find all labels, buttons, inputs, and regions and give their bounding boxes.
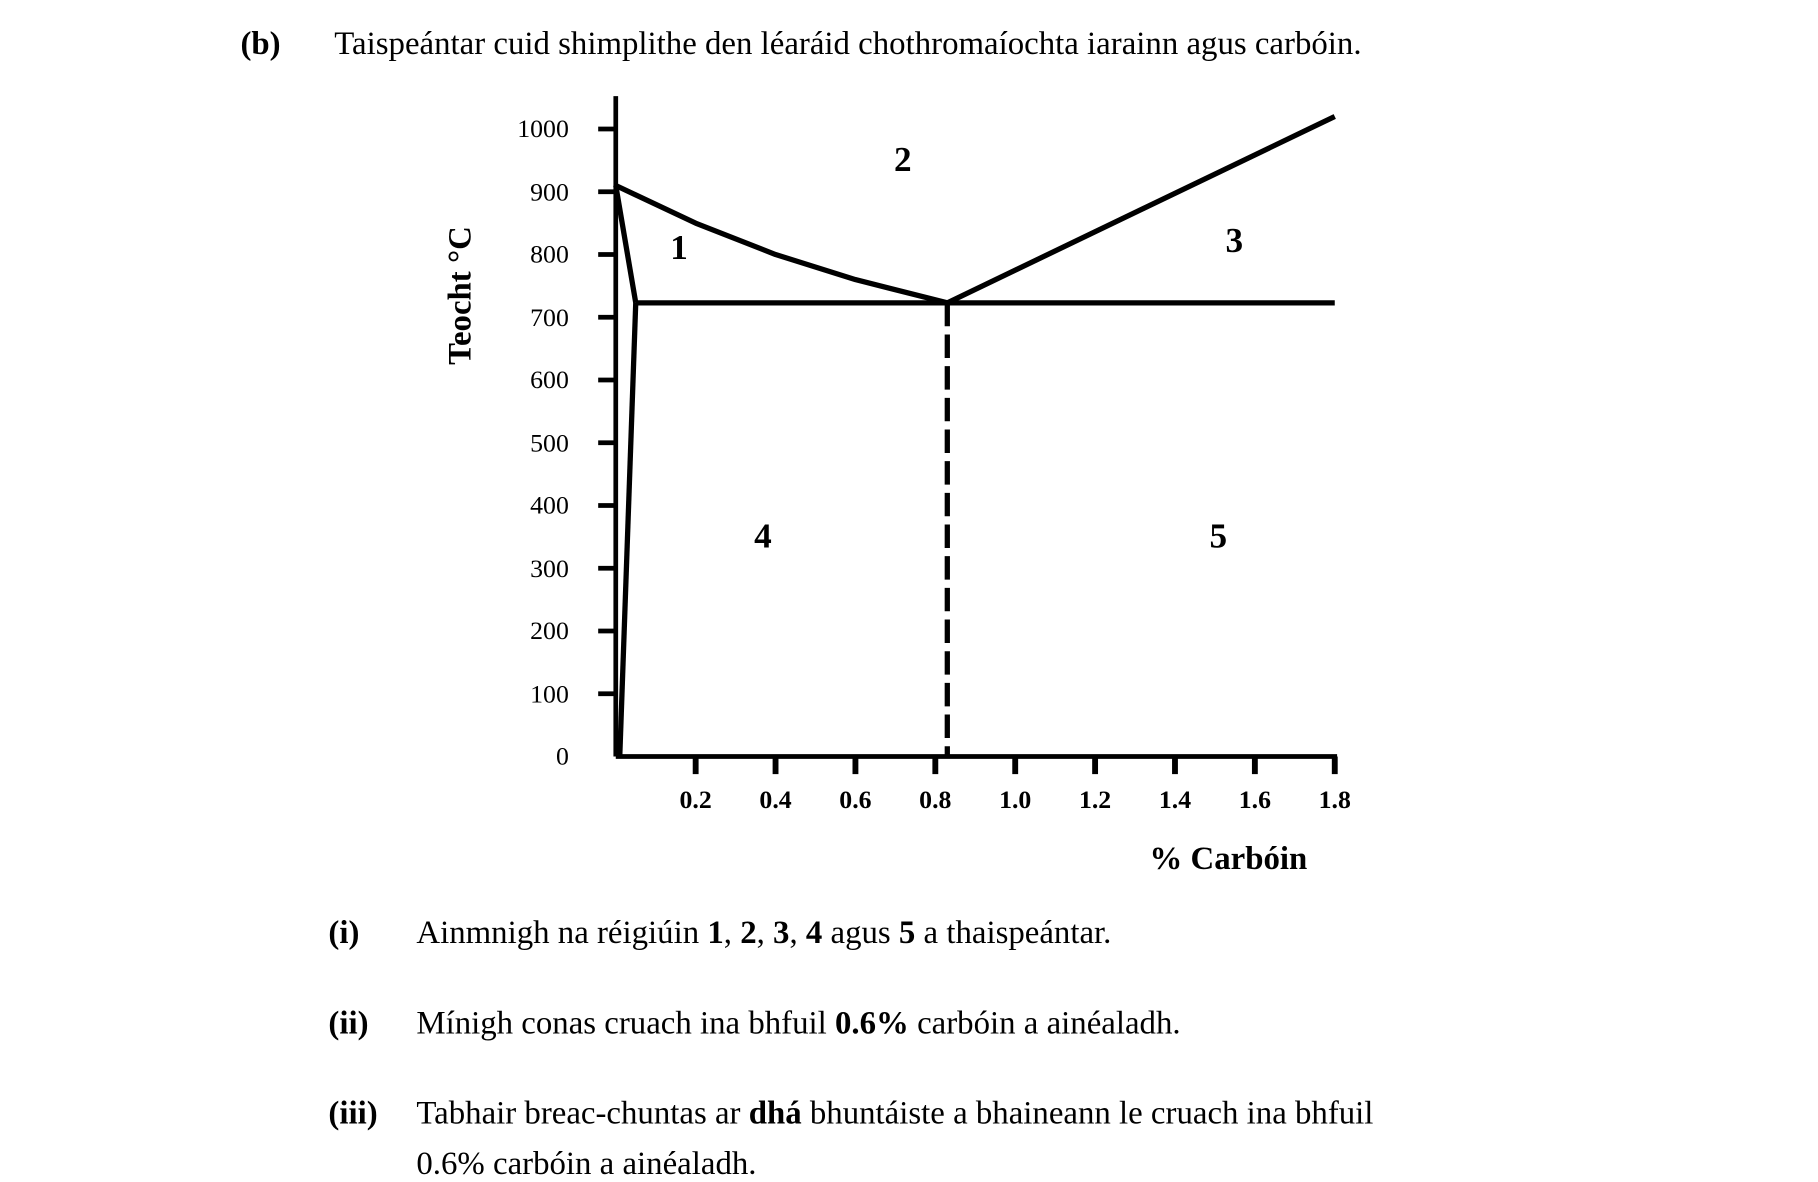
text-segment: , [723, 914, 741, 952]
text-segment: , [756, 914, 774, 952]
region-label-1: 1 [670, 228, 688, 267]
phase-boundary-line [613, 185, 639, 304]
question-label: (b) [240, 25, 281, 63]
part-text: Mínigh conas cruach ina bhfuil 0.6% carb… [416, 1005, 1181, 1042]
region-label-3: 3 [1225, 222, 1244, 261]
text-segment: 2 [740, 914, 757, 952]
y-tick-label: 600 [530, 364, 569, 395]
x-tick-label: 0.2 [679, 784, 712, 814]
phase-boundary-line [946, 114, 1336, 306]
region-label-2: 2 [893, 140, 912, 180]
text-segment: agus [822, 914, 899, 952]
text-segment: Mínigh conas cruach ina bhfuil [416, 1005, 835, 1042]
text-segment: , [789, 914, 806, 952]
part-text-line2: 0.6% carbóin a ainéaladh. [416, 1145, 757, 1182]
region-label-4: 4 [754, 516, 772, 556]
y-tick-label: 700 [530, 302, 569, 332]
x-tick-label: 1.6 [1238, 784, 1271, 814]
y-tick-label: 400 [530, 490, 569, 520]
y-tick-label: 200 [530, 615, 569, 646]
x-tick-label: 0.4 [759, 784, 792, 814]
x-tick-label: 1.2 [1078, 784, 1112, 814]
text-segment: 5 [898, 914, 916, 952]
x-tick-label: 0.8 [919, 784, 952, 814]
question-text: Taispeántar cuid shimplithe den léaráid … [334, 25, 1362, 63]
y-tick-label: 300 [530, 553, 569, 583]
y-tick-label: 800 [530, 239, 569, 269]
text-segment: Tabhair breac-chuntas ar [416, 1095, 749, 1132]
y-tick-label: 500 [530, 427, 569, 457]
text-segment: a thaispeántar. [915, 914, 1112, 952]
x-axis-label: % Carbóin [1149, 840, 1308, 878]
text-segment: bhuntáiste a bhaineann le cruach ina bhf… [801, 1095, 1374, 1132]
text-segment: carbóin a ainéaladh. [908, 1005, 1181, 1042]
phase-boundary-line [617, 302, 639, 757]
x-tick-label: 1.8 [1318, 784, 1351, 814]
part-label: (i) [328, 914, 360, 952]
part-text: Tabhair breac-chuntas ar dhá bhuntáiste … [416, 1095, 1374, 1132]
part-label: (iii) [328, 1095, 378, 1132]
text-segment: 3 [773, 914, 790, 952]
text-segment: 1 [707, 914, 724, 952]
phase-boundary-line [614, 183, 948, 306]
y-tick-label: 900 [530, 176, 569, 206]
y-tick-label: 1000 [517, 113, 569, 144]
x-tick-label: 1.0 [999, 784, 1032, 814]
y-tick-label: 0 [555, 741, 569, 771]
x-tick-label: 0.6 [839, 784, 872, 814]
x-tick-label: 1.4 [1158, 784, 1192, 814]
y-axis-label: Teocht °C [442, 226, 479, 365]
text-segment: 0.6% [834, 1005, 909, 1042]
text-segment: dhá [748, 1095, 802, 1132]
y-tick-label: 100 [530, 678, 569, 708]
text-segment: 4 [805, 914, 823, 952]
region-label-5: 5 [1209, 516, 1228, 556]
text-segment: Ainmnigh na réigiúin [416, 914, 708, 952]
part-label: (ii) [328, 1005, 369, 1042]
part-text: Ainmnigh na réigiúin 1, 2, 3, 4 agus 5 a… [416, 917, 1111, 950]
